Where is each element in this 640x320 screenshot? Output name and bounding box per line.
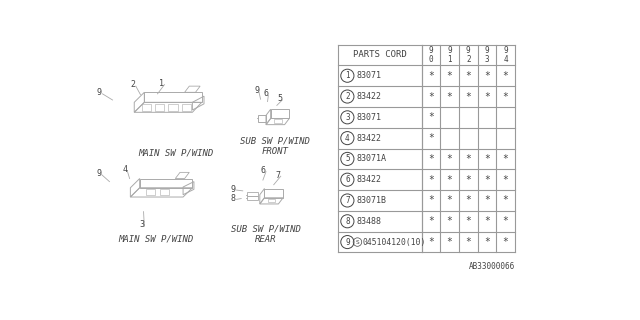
Text: 4: 4 [345,134,349,143]
Text: 83071: 83071 [356,113,381,122]
Text: 83488: 83488 [356,217,381,226]
Text: 045104120(10): 045104120(10) [363,237,426,247]
Text: *: * [484,92,490,101]
Text: 6: 6 [260,166,266,175]
Text: *: * [428,175,434,185]
Text: *: * [502,175,508,185]
Text: 9: 9 [231,185,236,194]
Text: MAIN SW P/WIND: MAIN SW P/WIND [138,148,213,157]
Text: *: * [428,154,434,164]
Text: 4: 4 [122,165,127,174]
Text: *: * [502,237,508,247]
Text: *: * [484,196,490,205]
Text: 2: 2 [130,80,135,89]
Text: *: * [428,237,434,247]
Text: *: * [447,92,452,101]
Text: 1: 1 [159,78,164,88]
Text: 83422: 83422 [356,134,381,143]
Text: *: * [447,175,452,185]
Text: *: * [447,216,452,226]
Text: 7: 7 [275,171,280,180]
Text: *: * [428,196,434,205]
Text: *: * [428,216,434,226]
Text: *: * [465,71,471,81]
Text: 3: 3 [345,113,349,122]
Text: 7: 7 [345,196,349,205]
Text: *: * [465,92,471,101]
Text: *: * [465,216,471,226]
Text: *: * [428,71,434,81]
Text: *: * [484,237,490,247]
Text: *: * [465,154,471,164]
Text: *: * [447,196,452,205]
Text: 6: 6 [264,89,269,98]
Text: *: * [502,92,508,101]
Text: PARTS CORD: PARTS CORD [353,51,407,60]
Text: SUB SW P/WIND
REAR: SUB SW P/WIND REAR [231,225,301,244]
Text: AB33000066: AB33000066 [468,262,515,271]
Text: 83071A: 83071A [356,155,387,164]
Text: *: * [465,175,471,185]
Text: *: * [502,71,508,81]
Text: 83071B: 83071B [356,196,387,205]
Text: 9
3: 9 3 [484,46,489,64]
Text: *: * [428,92,434,101]
Text: 83422: 83422 [356,92,381,101]
Text: 5: 5 [345,155,349,164]
Text: *: * [502,196,508,205]
Text: *: * [484,71,490,81]
Text: 2: 2 [345,92,349,101]
Text: *: * [447,237,452,247]
Text: *: * [465,237,471,247]
Text: *: * [502,154,508,164]
Text: 5: 5 [278,94,282,103]
Text: *: * [484,216,490,226]
Text: 83071: 83071 [356,71,381,80]
Text: 9: 9 [345,237,349,247]
Text: *: * [428,112,434,122]
Text: *: * [447,154,452,164]
Text: MAIN SW P/WIND: MAIN SW P/WIND [119,235,194,244]
Text: 6: 6 [345,175,349,184]
Text: 8: 8 [345,217,349,226]
Text: S: S [356,240,359,244]
Text: SUB SW P/WIND
FRONT: SUB SW P/WIND FRONT [241,137,310,156]
Text: *: * [428,133,434,143]
Text: 9: 9 [97,88,102,97]
Text: 1: 1 [345,71,349,80]
Text: 3: 3 [140,220,145,229]
Text: *: * [465,196,471,205]
Text: *: * [502,216,508,226]
Text: 8: 8 [231,194,236,203]
Text: 9: 9 [97,169,102,178]
Text: 9
0: 9 0 [429,46,433,64]
Text: 9: 9 [254,86,259,95]
Text: *: * [447,71,452,81]
Text: 9
4: 9 4 [503,46,508,64]
Text: 83422: 83422 [356,175,381,184]
Text: *: * [484,154,490,164]
Text: *: * [484,175,490,185]
Text: 9
1: 9 1 [447,46,452,64]
Text: 9
2: 9 2 [466,46,470,64]
